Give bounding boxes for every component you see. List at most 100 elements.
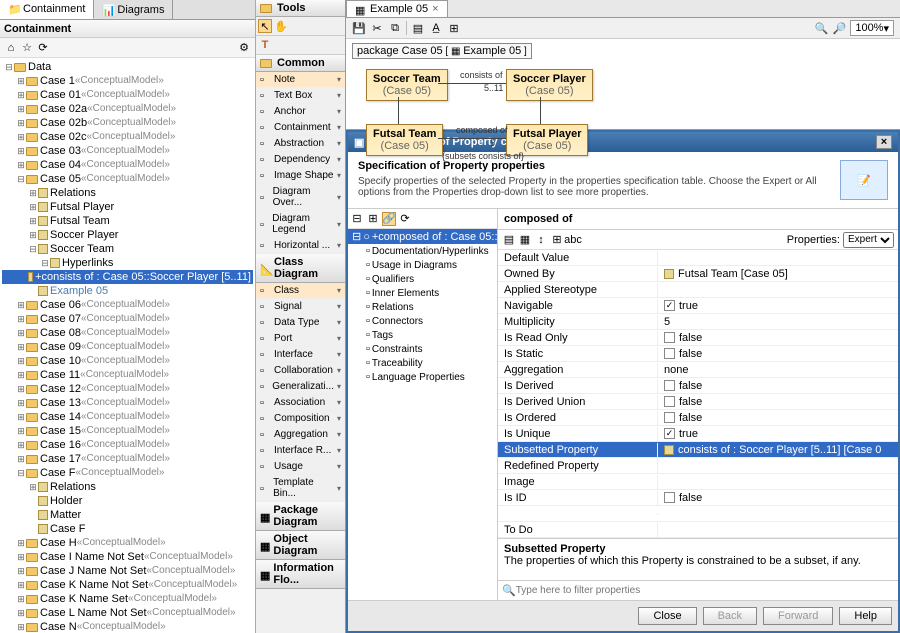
tree-node[interactable]: ⊞ Futsal Player [2,200,253,214]
pt-icon3[interactable]: ↕ [534,233,548,247]
tool-item[interactable]: ▫Template Bin...▾ [256,475,345,502]
tree-node[interactable]: ⊞ Case 11 «ConceptualModel» [2,368,253,382]
tree-node[interactable]: ⊞ Case 06 «ConceptualModel» [2,298,253,312]
tool-item[interactable]: ▫Generalizati...▾ [256,379,345,395]
tree-node[interactable]: ⊞ Case I Name Not Set «ConceptualModel» [2,550,253,564]
tree-node[interactable]: ⊞ Case 08 «ConceptualModel» [2,326,253,340]
tree-node[interactable]: ⊞ Case 03 «ConceptualModel» [2,144,253,158]
tree-node[interactable]: ⊞ Case H «ConceptualModel» [2,536,253,550]
zoom-out-icon[interactable]: 🔎 [832,21,846,35]
tree-node[interactable]: ⊞ Case 07 «ConceptualModel» [2,312,253,326]
property-row[interactable]: Is Derived Union false [498,394,898,410]
diagram-canvas[interactable]: package Case 05 [ ▦ Example 05 ] Soccer … [346,39,900,130]
zoom-in-icon[interactable]: 🔍 [814,21,828,35]
property-row[interactable]: Is Derived false [498,378,898,394]
tree-node[interactable]: ⊞ Case J Name Not Set «ConceptualModel» [2,564,253,578]
pt-icon2[interactable]: ▦ [518,233,532,247]
close-tab-icon[interactable]: × [432,3,438,15]
refresh2-icon[interactable]: ⟳ [398,212,412,226]
tree-node[interactable]: ⊞ Case 02b «ConceptualModel» [2,116,253,130]
spec-tree-root[interactable]: ⊟○+composed of : Case 05::Futsal Pla [348,229,497,244]
tool-item[interactable]: ▫Data Type▾ [256,315,345,331]
tool-item[interactable]: ▫Diagram Over...▾ [256,184,345,211]
tab-containment[interactable]: 📁Containment [0,0,94,19]
spec-tree-item[interactable]: ▫ Usage in Diagrams [348,258,497,272]
zoom-value[interactable]: 100% ▾ [850,20,894,36]
tool-item[interactable]: ▫Diagram Legend▾ [256,211,345,238]
property-row[interactable]: Is Ordered false [498,410,898,426]
tree-node[interactable]: ⊞ Case 1 «ConceptualModel» [2,74,253,88]
tree-node[interactable]: ⊞ Case N «ConceptualModel» [2,620,253,633]
spec-tree-item[interactable]: ▫ Documentation/Hyperlinks [348,244,497,258]
tree-node[interactable]: ⊟ Soccer Team [2,242,253,256]
tree-node[interactable]: +consists of : Case 05::Soccer Player [5… [2,270,253,284]
spec-tree-item[interactable]: ▫ Qualifiers [348,272,497,286]
hand-tool-icon[interactable]: ✋ [274,19,288,33]
tree-node[interactable]: Holder [2,494,253,508]
expand-icon[interactable]: ⊞ [366,212,380,226]
tool-item[interactable]: ▫Anchor▾ [256,104,345,120]
tool-item[interactable]: ▫Image Shape▾ [256,168,345,184]
tree-node[interactable]: ⊞ Case 02c «ConceptualModel» [2,130,253,144]
property-row[interactable]: Aggregationnone [498,362,898,378]
tool-item[interactable]: ▫Port▾ [256,331,345,347]
tool-item[interactable]: ▫Signal▾ [256,299,345,315]
tree-node[interactable]: ⊞ Case 10 «ConceptualModel» [2,354,253,368]
spec-tree-item[interactable]: ▫ Language Properties [348,370,497,384]
property-row[interactable]: Multiplicity5 [498,314,898,330]
tool-item[interactable]: ▫Association▾ [256,395,345,411]
tree-node[interactable]: ⊟ Data [2,60,253,74]
tool-item[interactable]: ▫Class▾ [256,283,345,299]
save-icon[interactable]: 💾 [352,21,366,35]
property-row[interactable]: Is ID false [498,490,898,506]
tree-node[interactable]: ⊞ Case 14 «ConceptualModel» [2,410,253,424]
tool-b-icon[interactable]: ⊞ [447,21,461,35]
tree-node[interactable]: Case F [2,522,253,536]
tree-node[interactable]: ⊞ Relations [2,480,253,494]
tool-item[interactable]: ▫Interface R...▾ [256,443,345,459]
star-icon[interactable]: ☆ [20,41,34,55]
futsal-team-class[interactable]: Futsal Team(Case 05) [366,124,443,156]
tool-item[interactable]: ▫Abstraction▾ [256,136,345,152]
tool-item[interactable]: ▫Collaboration▾ [256,363,345,379]
assoc-composed-of[interactable] [438,138,506,139]
tree-node[interactable]: ⊞ Futsal Team [2,214,253,228]
props-mode-select[interactable]: Expert [843,232,894,248]
spec-tree-item[interactable]: ▫ Connectors [348,314,497,328]
select-tool-icon[interactable]: ↖ [258,19,272,33]
tool-a-icon[interactable]: A̲ [429,21,443,35]
tab-example05[interactable]: ▦ Example 05 × [346,0,448,17]
property-row[interactable]: Applied Stereotype [498,282,898,298]
forward-button[interactable]: Forward [763,607,833,625]
copy-icon[interactable]: ⧉ [388,21,402,35]
tree-node[interactable]: ⊞ Case 17 «ConceptualModel» [2,452,253,466]
tree-node[interactable]: ⊟ Case F «ConceptualModel» [2,466,253,480]
collapse-icon[interactable]: ⊟ [350,212,364,226]
pt-icon4[interactable]: ⊞ [550,233,564,247]
back-button[interactable]: Back [703,607,757,625]
property-row[interactable]: Is Static false [498,346,898,362]
spec-tree-item[interactable]: ▫ Inner Elements [348,286,497,300]
gear-icon[interactable]: ⚙ [237,41,251,55]
class-diagram-header[interactable]: 📐Class Diagram [256,254,345,283]
spec-tree-item[interactable]: ▫ Tags [348,328,497,342]
tree-node[interactable]: ⊞ Case 16 «ConceptualModel» [2,438,253,452]
home-icon[interactable]: ⌂ [4,41,18,55]
spec-filter-input[interactable] [516,585,894,596]
refresh-icon[interactable]: ⟳ [36,41,50,55]
tool-item[interactable]: ▫Interface▾ [256,347,345,363]
spec-tree-item[interactable]: ▫ Relations [348,300,497,314]
pt-icon5[interactable]: abc [566,233,580,247]
property-row[interactable]: Image [498,474,898,490]
tree-node[interactable]: ⊟ Hyperlinks [2,256,253,270]
gen-player[interactable] [540,97,541,124]
containment-tree[interactable]: ⊟ Data ⊞ Case 1 «ConceptualModel» ⊞ Case… [0,58,255,633]
property-row[interactable]: To Do [498,522,898,538]
tree-node[interactable]: ⊞ Case 01 «ConceptualModel» [2,88,253,102]
tree-node[interactable]: Example 05 [2,284,253,298]
tab-diagrams[interactable]: 📊Diagrams [94,0,173,19]
link-icon[interactable]: 🔗 [382,212,396,226]
common-header[interactable]: Common [256,55,345,72]
property-row[interactable]: Subsetted Property consists of : Soccer … [498,442,898,458]
gen-team[interactable] [398,97,399,124]
